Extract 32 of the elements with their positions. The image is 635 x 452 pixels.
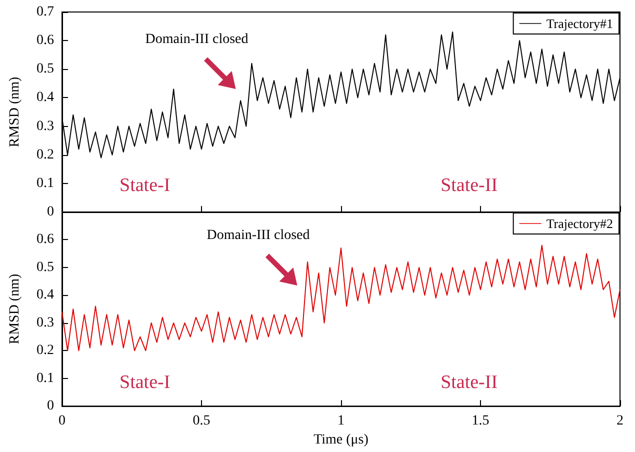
y-tick-label: 0.1 xyxy=(36,176,54,191)
y-tick-label: 0.2 xyxy=(36,343,54,358)
y-axis-title: RMSD (nm) xyxy=(8,274,22,344)
x-tick-label: 1 xyxy=(338,414,344,429)
line-series xyxy=(62,244,620,352)
y-tick-label: 0.3 xyxy=(36,315,54,330)
annotation: State-I xyxy=(120,175,170,197)
annotation: State-II xyxy=(440,175,498,197)
annotation: State-I xyxy=(120,372,170,394)
y-tick-label: 0.4 xyxy=(36,288,54,303)
y-tick-label: 0.6 xyxy=(36,33,54,48)
x-tick-label: 0 xyxy=(58,414,66,429)
legend-label: Trajectory#1 xyxy=(546,16,614,31)
y-tick-label: 0.4 xyxy=(36,90,54,106)
y-tick-label: 0.2 xyxy=(36,147,54,162)
y-tick-label: 0.3 xyxy=(36,118,54,134)
x-axis-title: Time (μs) xyxy=(314,432,369,448)
legend-label: Trajectory#2 xyxy=(546,216,614,231)
y-tick-label: 0 xyxy=(47,204,54,220)
y-tick-label: 0.6 xyxy=(36,232,54,248)
x-tick-label: 1.5 xyxy=(472,414,490,429)
annotation: Domain-III closed xyxy=(206,228,310,244)
y-tick-label: 0.7 xyxy=(36,4,54,20)
x-tick-label: 2 xyxy=(616,414,624,429)
annotation: State-II xyxy=(440,372,498,394)
x-tick-label: 0.5 xyxy=(192,414,210,429)
y-axis-title: RMSD (nm) xyxy=(8,76,22,148)
y-tick-label: 0.1 xyxy=(36,370,54,386)
y-tick-label: 0.5 xyxy=(36,62,54,77)
y-tick-label: 0 xyxy=(47,398,54,414)
annotation: Domain-III closed xyxy=(145,32,248,48)
y-tick-label: 0.5 xyxy=(36,260,54,275)
